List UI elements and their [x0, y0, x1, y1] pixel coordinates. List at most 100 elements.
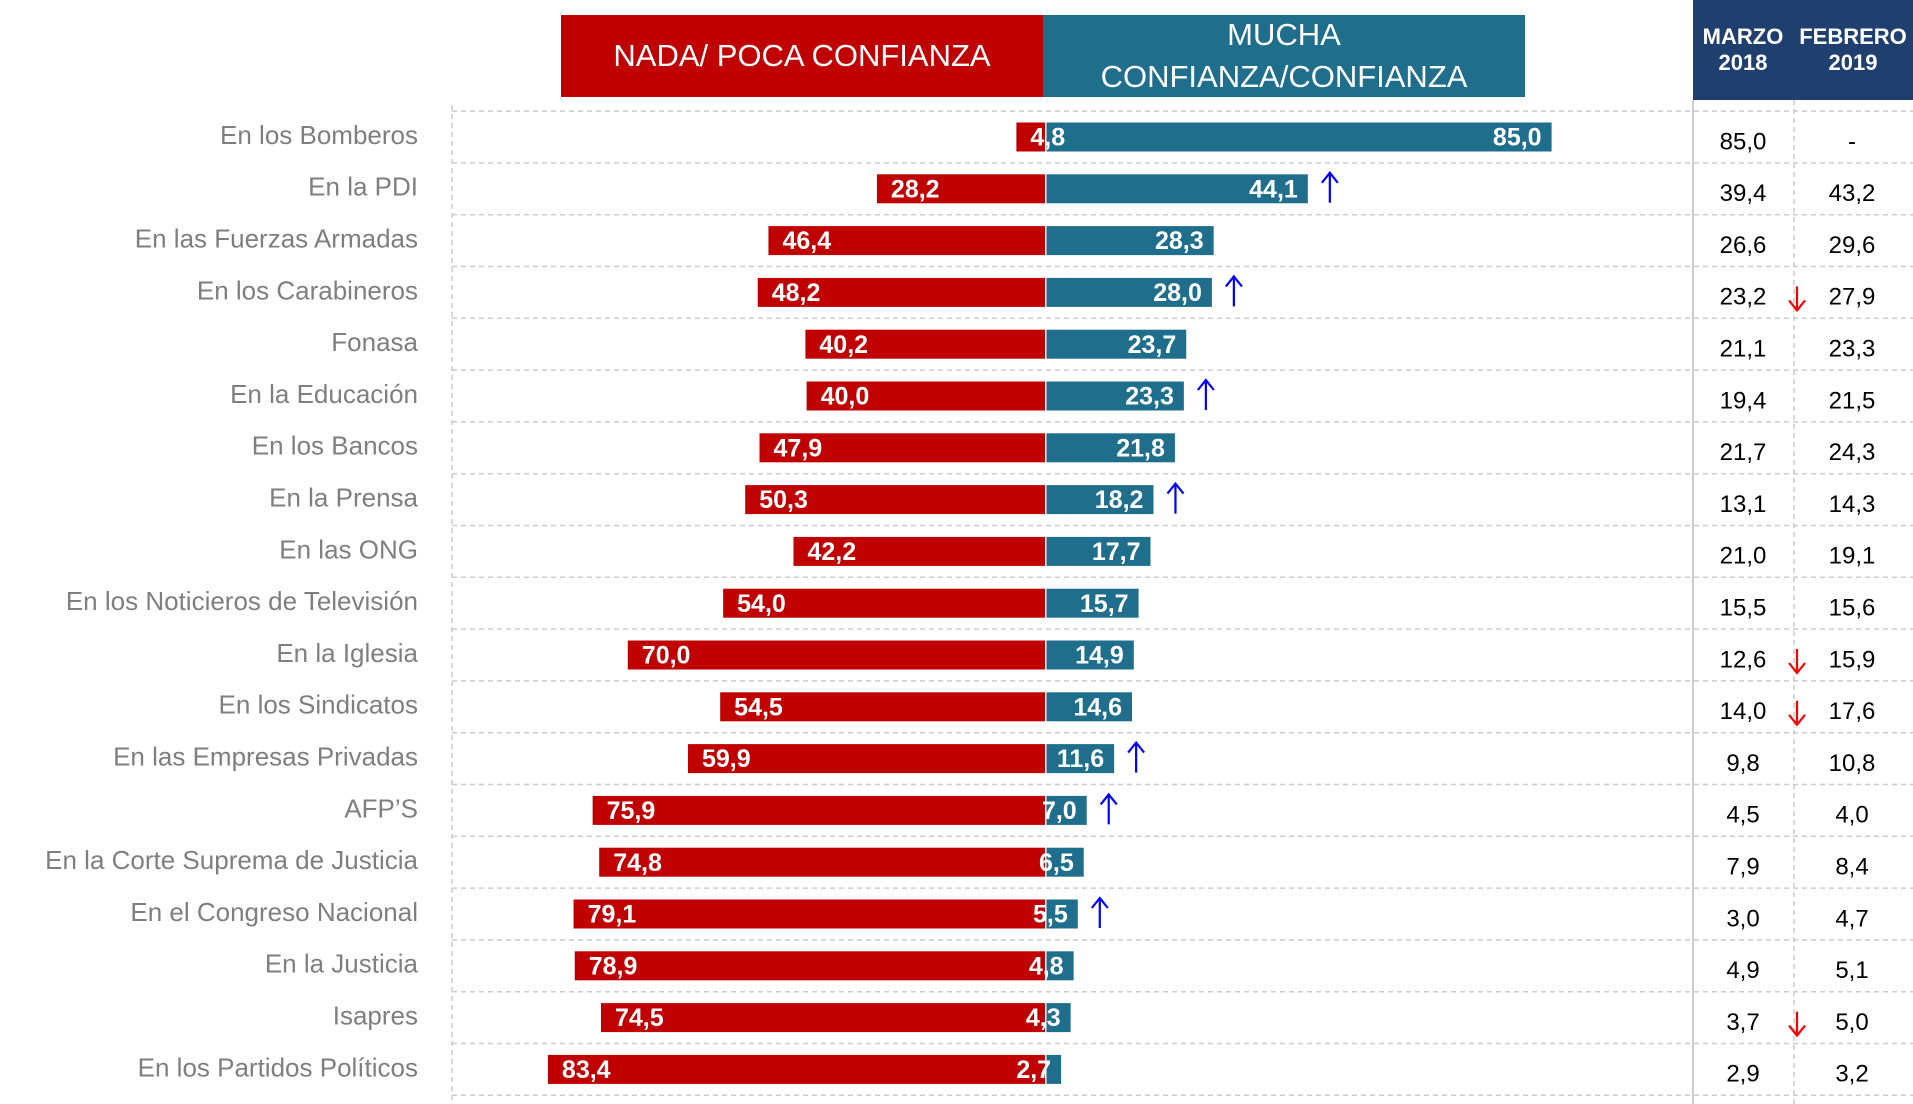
bar — [876, 174, 1045, 204]
down-arrow — [1788, 700, 1806, 727]
bar — [1046, 951, 1074, 981]
data-label: 4,8 — [1030, 124, 1065, 152]
data-label: 48,2 — [772, 279, 821, 307]
table-cell: 17,6 — [1829, 698, 1876, 725]
data-label: 28,3 — [1155, 227, 1204, 255]
category-label: En la Corte Suprema de Justicia — [45, 845, 418, 875]
up-arrow — [1197, 378, 1215, 410]
category-label: En la Prensa — [269, 482, 418, 512]
data-label: 6,5 — [1039, 849, 1074, 877]
table-column-header: FEBRERO 2019 — [1799, 24, 1907, 75]
table-cell: 23,2 — [1720, 284, 1767, 311]
data-label: 23,7 — [1128, 331, 1177, 359]
category-label: En los Noticieros de Televisión — [66, 586, 418, 616]
data-label: 4,8 — [1029, 952, 1064, 980]
table-cell: 15,9 — [1829, 646, 1876, 673]
data-label: 59,9 — [702, 745, 751, 773]
table-header: MARZO 2018 FEBRERO 2019 — [1693, 0, 1913, 100]
table-cell: 12,6 — [1720, 646, 1767, 673]
table-cell: 26,6 — [1720, 232, 1767, 259]
bar — [806, 381, 1045, 411]
table-cell: - — [1848, 128, 1856, 155]
bar — [723, 588, 1045, 618]
bar — [1046, 485, 1154, 515]
bar — [757, 277, 1045, 307]
data-label: 14,9 — [1075, 642, 1124, 670]
category-label: En la Iglesia — [276, 638, 418, 668]
bar — [1046, 329, 1187, 359]
category-label: En las Fuerzas Armadas — [135, 223, 418, 253]
data-label: 44,1 — [1249, 175, 1298, 203]
bar — [627, 640, 1045, 670]
category-label: Isapres — [333, 1000, 418, 1030]
data-label: 42,2 — [807, 538, 856, 566]
bar — [793, 536, 1045, 566]
data-label: 11,6 — [1057, 745, 1104, 773]
data-label: 83,4 — [562, 1056, 611, 1084]
table-cell: 14,0 — [1720, 698, 1767, 725]
table-cell: 21,5 — [1829, 387, 1876, 414]
bar — [1046, 226, 1214, 256]
data-label: 2,7 — [1016, 1056, 1051, 1084]
table-cell: 23,3 — [1829, 336, 1876, 363]
category-label: En los Bomberos — [220, 120, 418, 150]
bar — [547, 1054, 1045, 1084]
bar — [1046, 744, 1115, 774]
table-cell: 3,2 — [1835, 1061, 1868, 1088]
data-label: 54,5 — [734, 693, 783, 721]
bar — [1046, 1003, 1071, 1033]
category-label: En las ONG — [279, 534, 418, 564]
up-arrow — [1127, 740, 1145, 773]
table-cell: 21,0 — [1720, 543, 1767, 570]
table-cell: 24,3 — [1829, 439, 1876, 466]
table-cell: 19,1 — [1829, 543, 1876, 570]
bar — [1046, 899, 1078, 929]
table-cell: 10,8 — [1829, 750, 1876, 777]
category-label: AFP’S — [344, 793, 418, 823]
up-arrow — [1090, 896, 1109, 928]
data-label: 74,8 — [613, 849, 662, 877]
bar — [1046, 847, 1084, 877]
table-cell: 8,4 — [1835, 854, 1868, 881]
table-cell: 9,8 — [1726, 750, 1759, 777]
down-arrow — [1788, 1011, 1806, 1038]
bar — [1046, 381, 1184, 411]
bar — [687, 744, 1045, 774]
data-label: 23,3 — [1125, 383, 1174, 411]
data-label: 70,0 — [642, 642, 691, 670]
category-label: Fonasa — [331, 327, 418, 357]
data-label: 28,0 — [1153, 279, 1202, 307]
bar — [1046, 277, 1212, 307]
table-cell: 5,0 — [1835, 1009, 1868, 1036]
data-label: 15,7 — [1080, 590, 1129, 618]
data-label: 17,7 — [1092, 538, 1141, 566]
data-label: 7,0 — [1042, 797, 1077, 825]
table-cell: 39,4 — [1720, 180, 1767, 207]
bar — [573, 899, 1045, 929]
category-label: En la Justicia — [265, 949, 419, 979]
table-cell: 19,4 — [1720, 387, 1767, 414]
table-cell: 4,9 — [1726, 957, 1759, 984]
category-label: En los Sindicatos — [219, 690, 418, 720]
data-label: 18,2 — [1095, 486, 1144, 514]
data-label: 78,9 — [589, 952, 638, 980]
data-label: 40,2 — [819, 331, 868, 359]
data-label: 46,4 — [782, 227, 831, 255]
table-cell: 3,0 — [1726, 905, 1759, 932]
bar — [1046, 795, 1087, 825]
table-cell: 27,9 — [1829, 284, 1876, 311]
up-arrow — [1320, 171, 1339, 203]
data-label: 85,0 — [1493, 124, 1542, 152]
bar — [1046, 692, 1133, 722]
table-cell: 4,0 — [1835, 802, 1868, 829]
bar — [1046, 122, 1552, 152]
category-label: En los Bancos — [252, 431, 418, 461]
data-label: 4,3 — [1026, 1004, 1061, 1032]
data-label: 50,3 — [759, 486, 808, 514]
data-label: 74,5 — [615, 1004, 664, 1032]
category-label: En las Empresas Privadas — [113, 741, 418, 771]
bar — [1046, 588, 1139, 618]
bar — [592, 795, 1045, 825]
